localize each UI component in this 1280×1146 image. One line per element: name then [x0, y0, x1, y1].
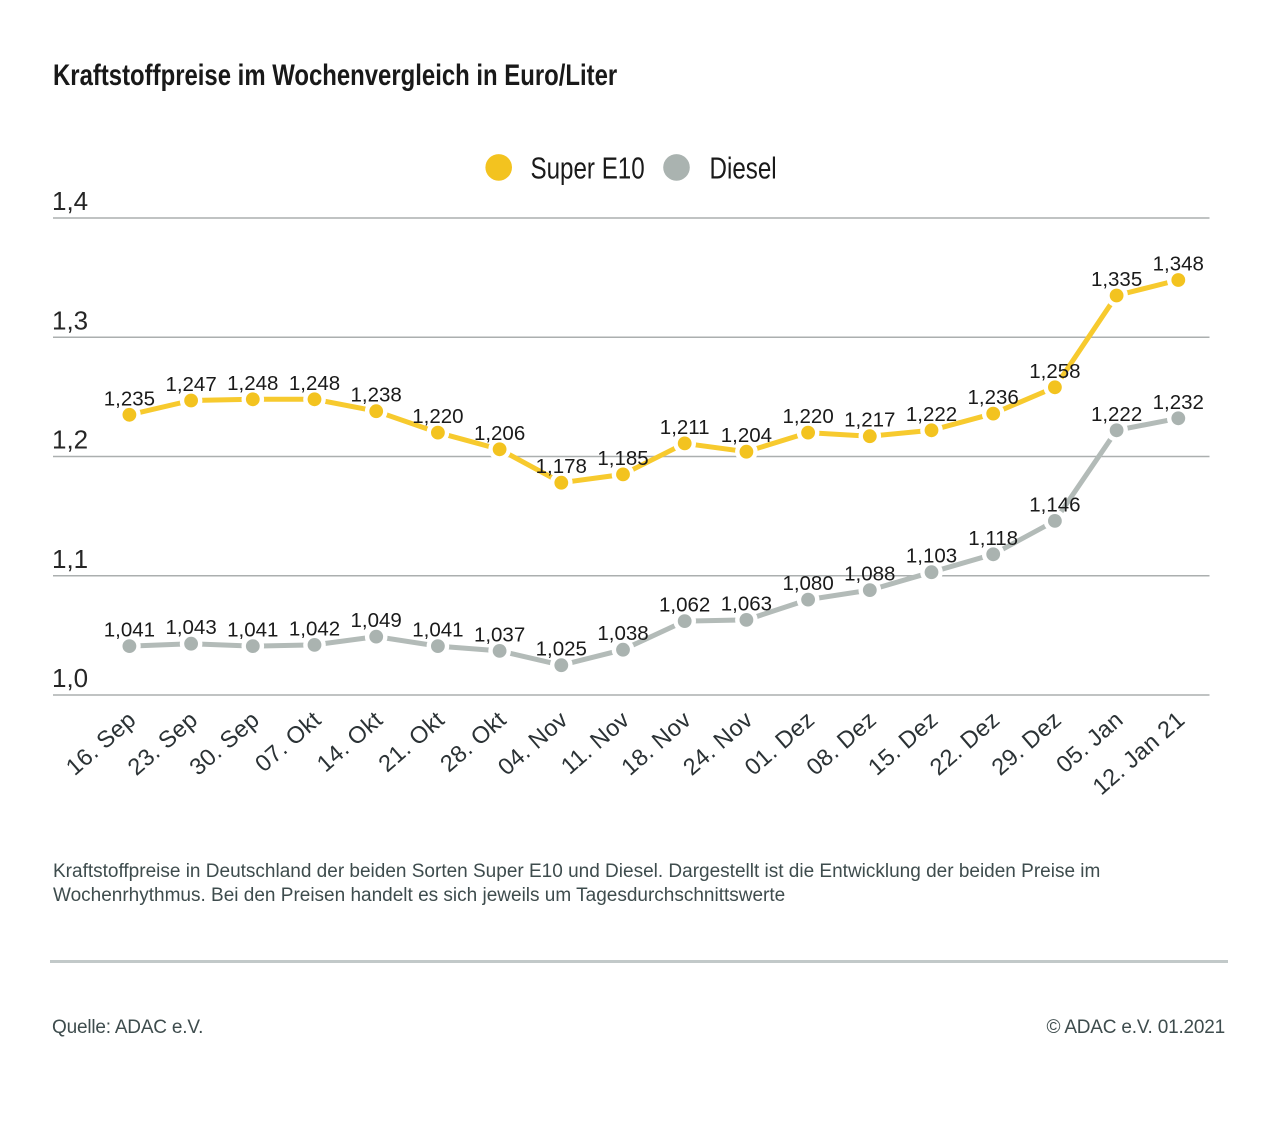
svg-text:1,211: 1,211	[660, 416, 710, 439]
svg-text:1,042: 1,042	[289, 617, 340, 640]
svg-text:1,2: 1,2	[52, 425, 88, 455]
svg-text:29. Dez: 29. Dez	[986, 706, 1066, 780]
svg-text:1,258: 1,258	[1029, 360, 1080, 383]
svg-text:1,103: 1,103	[906, 545, 957, 568]
svg-text:1,220: 1,220	[782, 405, 833, 428]
svg-text:1,217: 1,217	[844, 409, 895, 432]
svg-text:1,222: 1,222	[906, 403, 957, 426]
svg-text:21. Okt: 21. Okt	[373, 706, 449, 777]
svg-text:1,063: 1,063	[721, 592, 772, 615]
svg-text:1,146: 1,146	[1029, 493, 1080, 516]
svg-text:1,335: 1,335	[1091, 268, 1142, 291]
svg-text:30. Sep: 30. Sep	[184, 706, 264, 780]
svg-text:1,236: 1,236	[968, 386, 1019, 409]
svg-text:1,1: 1,1	[52, 544, 88, 574]
svg-text:1,220: 1,220	[412, 405, 463, 428]
svg-text:1,204: 1,204	[721, 424, 772, 447]
svg-text:1,041: 1,041	[227, 619, 278, 642]
svg-text:1,041: 1,041	[412, 619, 463, 642]
svg-text:1,0: 1,0	[52, 663, 88, 693]
svg-text:Diesel: Diesel	[710, 151, 777, 186]
svg-text:1,247: 1,247	[165, 373, 216, 396]
svg-text:1,232: 1,232	[1153, 391, 1204, 414]
svg-text:1,178: 1,178	[536, 455, 587, 478]
svg-text:Super E10: Super E10	[531, 151, 645, 186]
svg-text:1,222: 1,222	[1091, 403, 1142, 426]
svg-text:1,080: 1,080	[782, 572, 833, 595]
svg-text:1,088: 1,088	[844, 563, 895, 586]
svg-text:1,248: 1,248	[227, 372, 278, 395]
svg-text:1,043: 1,043	[165, 616, 216, 639]
svg-text:1,3: 1,3	[52, 305, 88, 335]
svg-text:1,4: 1,4	[52, 186, 88, 216]
svg-text:04. Nov: 04. Nov	[493, 706, 573, 780]
svg-text:1,038: 1,038	[597, 622, 648, 645]
svg-text:1,041: 1,041	[104, 619, 155, 642]
svg-text:1,062: 1,062	[659, 594, 710, 617]
svg-text:1,206: 1,206	[474, 422, 525, 445]
svg-text:1,118: 1,118	[968, 527, 1018, 550]
svg-text:1,348: 1,348	[1153, 253, 1204, 276]
svg-text:1,238: 1,238	[351, 384, 402, 407]
svg-text:1,025: 1,025	[536, 638, 587, 661]
svg-text:1,037: 1,037	[474, 623, 525, 646]
svg-text:1,248: 1,248	[289, 372, 340, 395]
svg-text:1,235: 1,235	[104, 387, 155, 410]
svg-text:1,049: 1,049	[351, 609, 402, 632]
svg-text:1,185: 1,185	[597, 447, 648, 470]
svg-text:07. Okt: 07. Okt	[250, 706, 326, 777]
svg-text:14. Okt: 14. Okt	[312, 706, 388, 777]
